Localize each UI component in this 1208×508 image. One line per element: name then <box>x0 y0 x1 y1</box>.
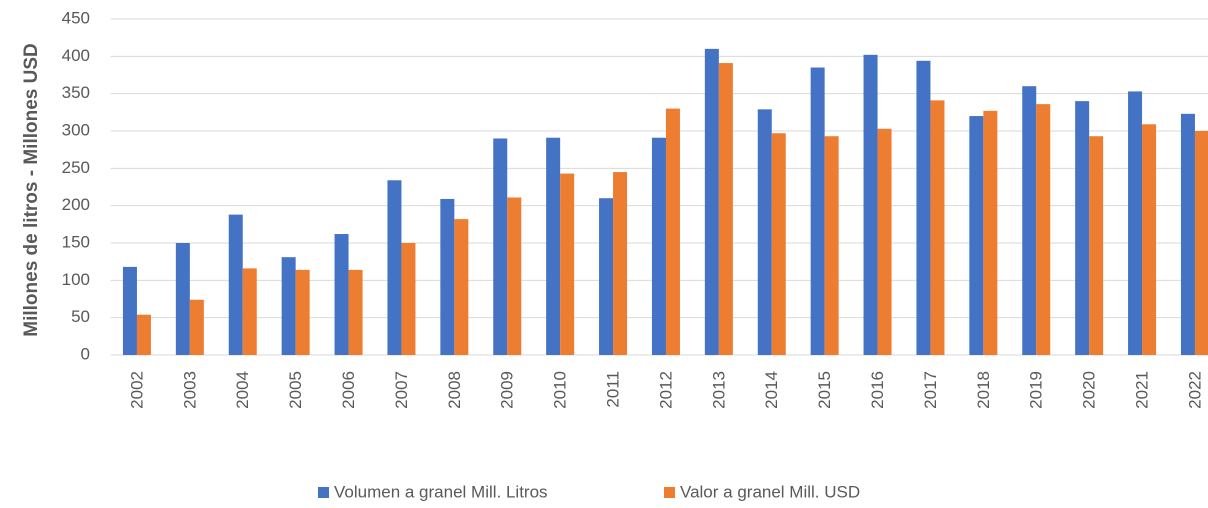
y-tick-label: 400 <box>62 46 90 65</box>
legend-swatch <box>664 487 675 498</box>
bar <box>281 257 296 355</box>
bar <box>401 243 416 355</box>
bar <box>757 109 772 355</box>
x-tick-label: 2006 <box>339 371 358 409</box>
bar <box>1089 136 1104 355</box>
x-tick-label: 2013 <box>709 371 728 409</box>
y-tick-label: 100 <box>62 270 90 289</box>
x-tick-label: 2017 <box>921 371 940 409</box>
x-tick-label: 2005 <box>286 371 305 409</box>
legend-swatch <box>318 487 329 498</box>
x-tick-label: 2007 <box>392 371 411 409</box>
y-axis-title: Millones de litros - Millones USD <box>21 43 42 336</box>
bar <box>771 133 786 355</box>
y-tick-label: 200 <box>62 195 90 214</box>
bar <box>228 214 243 355</box>
bar <box>969 116 984 355</box>
bar <box>824 136 839 355</box>
bar <box>122 266 137 355</box>
y-tick-label: 250 <box>62 158 90 177</box>
x-tick-label: 2011 <box>604 371 623 408</box>
bar <box>916 60 931 356</box>
bar <box>546 137 561 355</box>
bar <box>1194 131 1208 355</box>
bar <box>387 180 402 355</box>
legend-label: Volumen a granel Mill. Litros <box>334 482 548 501</box>
y-tick-label: 450 <box>62 8 90 27</box>
bar <box>189 299 204 355</box>
bar <box>665 108 680 355</box>
bar <box>877 128 892 355</box>
bar <box>983 110 998 355</box>
bar <box>507 197 522 355</box>
bar <box>1036 104 1051 356</box>
x-tick-label: 2008 <box>445 371 464 409</box>
bar <box>1128 91 1143 355</box>
bar <box>334 234 349 355</box>
x-tick-label: 2003 <box>180 371 199 409</box>
x-tick-label: 2009 <box>498 371 517 409</box>
bar <box>175 243 190 355</box>
x-tick-label: 2016 <box>868 371 887 409</box>
bar <box>1075 101 1090 355</box>
bar <box>930 100 945 356</box>
x-tick-label: 2004 <box>233 371 252 409</box>
y-tick-label: 300 <box>62 120 90 139</box>
x-tick-label: 2020 <box>1080 371 1099 409</box>
bar <box>613 172 628 355</box>
bar <box>348 269 363 355</box>
bar <box>651 137 666 355</box>
y-tick-label: 150 <box>62 232 90 251</box>
y-tick-label: 350 <box>62 83 90 102</box>
bar <box>242 268 257 355</box>
x-tick-label: 2014 <box>762 371 781 409</box>
legend-label: Valor a granel Mill. USD <box>680 482 860 501</box>
bar <box>454 219 469 355</box>
bar <box>1022 86 1037 355</box>
bar <box>560 173 575 355</box>
bar <box>440 198 455 355</box>
bar <box>136 314 151 355</box>
bar <box>863 54 878 356</box>
y-tick-label: 0 <box>81 344 90 363</box>
bar <box>295 269 310 355</box>
x-tick-label: 2002 <box>127 371 146 409</box>
x-tick-label: 2022 <box>1185 371 1204 409</box>
x-tick-label: 2010 <box>551 371 570 409</box>
x-tick-label: 2018 <box>974 371 993 409</box>
x-tick-label: 2019 <box>1027 371 1046 409</box>
bar <box>718 63 733 355</box>
y-tick-label: 50 <box>71 307 90 326</box>
x-tick-label: 2021 <box>1133 371 1152 409</box>
bar <box>810 67 825 356</box>
bar <box>599 198 614 355</box>
bar <box>493 138 508 355</box>
bar <box>1180 113 1195 356</box>
x-tick-label: 2015 <box>815 371 834 409</box>
bar <box>1142 124 1157 355</box>
x-tick-label: 2012 <box>656 371 675 409</box>
bar <box>704 48 719 355</box>
